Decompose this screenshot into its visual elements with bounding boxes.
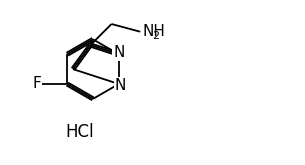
Text: 2: 2 xyxy=(152,31,159,41)
Text: N: N xyxy=(113,45,124,60)
Text: NH: NH xyxy=(143,24,166,39)
Text: N: N xyxy=(115,78,126,93)
Text: HCl: HCl xyxy=(66,123,94,141)
Text: F: F xyxy=(33,77,41,91)
